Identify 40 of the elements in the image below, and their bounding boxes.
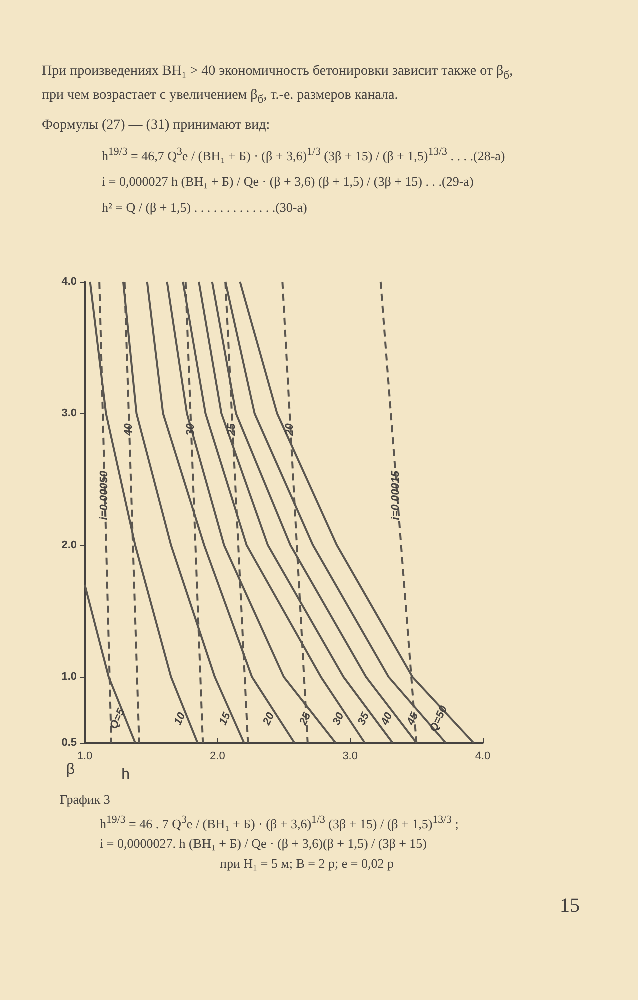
text: 20 (284, 422, 296, 437)
y-tick-label: 3.0 (62, 408, 77, 420)
text: 40 (378, 711, 396, 728)
text: 25 (297, 710, 314, 728)
text: 30 (330, 711, 347, 728)
text: i = 0,000027 h (BH₁ + Б) / Qe · (β + 3,6) (β + 1,5) / (3β + 15) . . .(29-a) (101, 172, 475, 191)
text: График 3 (60, 791, 112, 809)
x-tick-label: 3.0 (342, 750, 358, 762)
text: 40 (122, 422, 135, 437)
text: i = 0,0000027. h (BH₁ + Б) / Qe · (β + 3,6)(β + 1,5) / (3β + 15) (99, 835, 428, 854)
text: 25 (226, 422, 238, 437)
text: 35 (356, 710, 372, 728)
text: При произведениях BH₁ > 40 экономичность бетонировки зависит также от β$_{б}$, при чем возрастает с увеличением β$_{б}$, т.-е. размеров канала. (42, 64, 514, 106)
line-series (89, 281, 199, 744)
x-tick-label: 4.0 (475, 750, 491, 762)
text: 15 (559, 895, 580, 918)
text: Формулы (27) — (31) принимают вид: (42, 116, 272, 135)
text: i=0.00050 (98, 470, 111, 520)
text: Q=5 (108, 706, 128, 732)
text: Q=50 (428, 704, 450, 734)
text: h² = Q / (β + 1,5) . . . . . . . . . . . . .(30-a) (101, 198, 308, 217)
text: 15 (217, 710, 234, 728)
y-tick-label: 2.0 (62, 539, 77, 552)
line-series (239, 281, 475, 744)
x-tick-label: 1.0 (77, 750, 93, 762)
text: 45 (404, 710, 422, 728)
text: 30 (184, 422, 197, 436)
text: h$^{19/3}$ = 46 . 7 Q$^{3}$e / (BH₁ + Б) · (β + 3,6)$^{1/3}$ (3β + 15) / (β + 1,5)$^{13/3}$ ; (100, 814, 459, 832)
y-tick-label: 4.0 (62, 276, 77, 288)
text: 20 (260, 711, 278, 728)
x-tick-label: 2.0 (210, 750, 226, 762)
y-axis-title: β (66, 760, 76, 778)
y-tick-label: 1.0 (62, 671, 77, 684)
text: i=0.00015 (390, 470, 402, 520)
x-axis-title: h (122, 766, 130, 783)
text: h$^{19/3}$ = 46,7 Q$^{3}$e / (BH₁ + Б) · (β + 3,6)$^{1/3}$ (3β + 15) / (β + 1,5)$^{13/3}$ . . . .(28-a) (102, 146, 506, 163)
line-series (146, 281, 296, 744)
text: 10 (172, 711, 188, 728)
text: при H₁ = 5 м; B = 2 р; e = 0,02 р (219, 855, 395, 874)
y-tick-label: 0.5 (62, 737, 77, 749)
